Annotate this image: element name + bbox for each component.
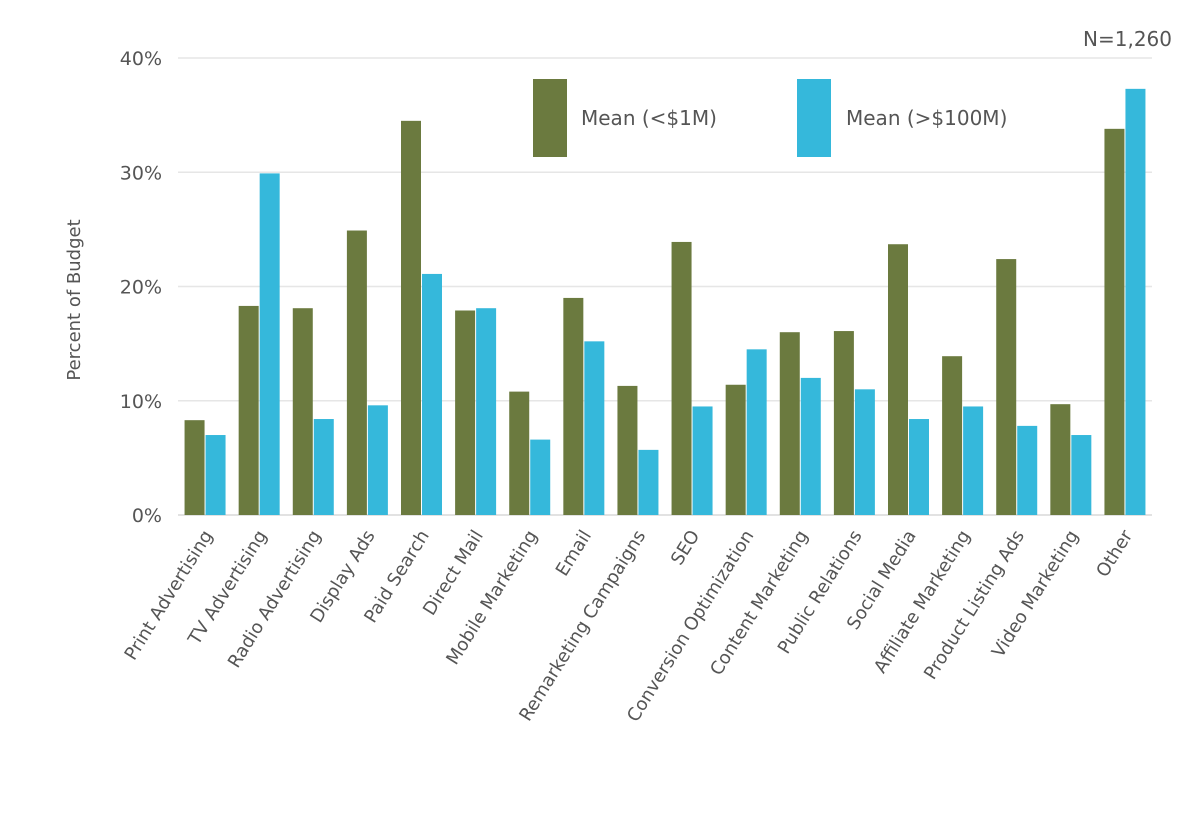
y-tick-label: 20%: [120, 277, 162, 299]
bar-mean-gt-100m: [205, 435, 226, 515]
bar-mean-gt-100m: [909, 419, 929, 515]
bar-mean-gt-100m: [584, 341, 605, 515]
bar-mean-gt-100m: [854, 389, 875, 515]
bar-mean-lt-1m: [725, 384, 746, 515]
bar-mean-gt-100m: [422, 273, 442, 515]
bar-mean-gt-100m: [746, 349, 767, 515]
legend-label: Mean (<$1M): [581, 106, 717, 130]
bar-mean-lt-1m: [455, 310, 476, 515]
bar-mean-gt-100m: [1125, 88, 1146, 515]
legend-swatch: [797, 79, 831, 157]
bar-mean-gt-100m: [530, 439, 551, 515]
bar-mean-lt-1m: [888, 244, 908, 516]
bar-mean-lt-1m: [942, 356, 963, 515]
gridlines: [178, 57, 1152, 516]
x-category-label: Content Marketing: [706, 527, 812, 680]
bar-mean-lt-1m: [346, 230, 367, 515]
x-category-label: Affiliate Marketing: [870, 527, 975, 677]
bar-mean-gt-100m: [1017, 425, 1038, 515]
bar-mean-gt-100m: [313, 419, 334, 515]
sample-size-note: N=1,260: [1083, 27, 1172, 51]
y-tick-label: 40%: [120, 48, 162, 70]
x-category-label: Other: [1092, 526, 1137, 581]
bar-mean-gt-100m: [367, 405, 388, 515]
bar-mean-gt-100m: [692, 406, 713, 515]
bar-mean-lt-1m: [833, 331, 854, 515]
bar-mean-lt-1m: [996, 259, 1017, 515]
bar-mean-gt-100m: [476, 308, 497, 515]
y-axis-label: Percent of Budget: [64, 219, 85, 380]
legend-label: Mean (>$100M): [846, 106, 1007, 130]
bar-mean-gt-100m: [800, 377, 821, 515]
legend-swatch: [533, 79, 567, 157]
bar-mean-lt-1m: [617, 385, 638, 515]
bar-mean-lt-1m: [1104, 128, 1125, 515]
bar-mean-gt-100m: [1071, 435, 1092, 515]
y-tick-label: 10%: [120, 391, 162, 413]
bar-mean-lt-1m: [401, 120, 421, 516]
bar-mean-lt-1m: [292, 308, 313, 515]
bar-mean-lt-1m: [238, 305, 259, 515]
bar-mean-gt-100m: [638, 449, 659, 515]
bar-mean-lt-1m: [184, 420, 205, 515]
y-axis-ticks: 0% 10% 20% 30% 40%: [120, 48, 162, 527]
bars: [184, 88, 1146, 516]
bar-mean-lt-1m: [1050, 404, 1071, 515]
x-category-label: SEO: [667, 527, 704, 569]
bar-mean-lt-1m: [779, 332, 800, 515]
bar-mean-lt-1m: [509, 391, 530, 515]
bar-mean-gt-100m: [963, 406, 984, 515]
y-tick-label: 30%: [120, 162, 162, 184]
x-category-label: Email: [552, 527, 596, 580]
bar-mean-lt-1m: [563, 297, 584, 515]
bar-mean-lt-1m: [671, 241, 692, 515]
x-category-label: Product Listing Ads: [920, 527, 1029, 684]
bar-mean-gt-100m: [259, 173, 280, 515]
legend: Mean (<$1M) Mean (>$100M): [533, 79, 1007, 157]
y-tick-label: 0%: [132, 505, 162, 527]
